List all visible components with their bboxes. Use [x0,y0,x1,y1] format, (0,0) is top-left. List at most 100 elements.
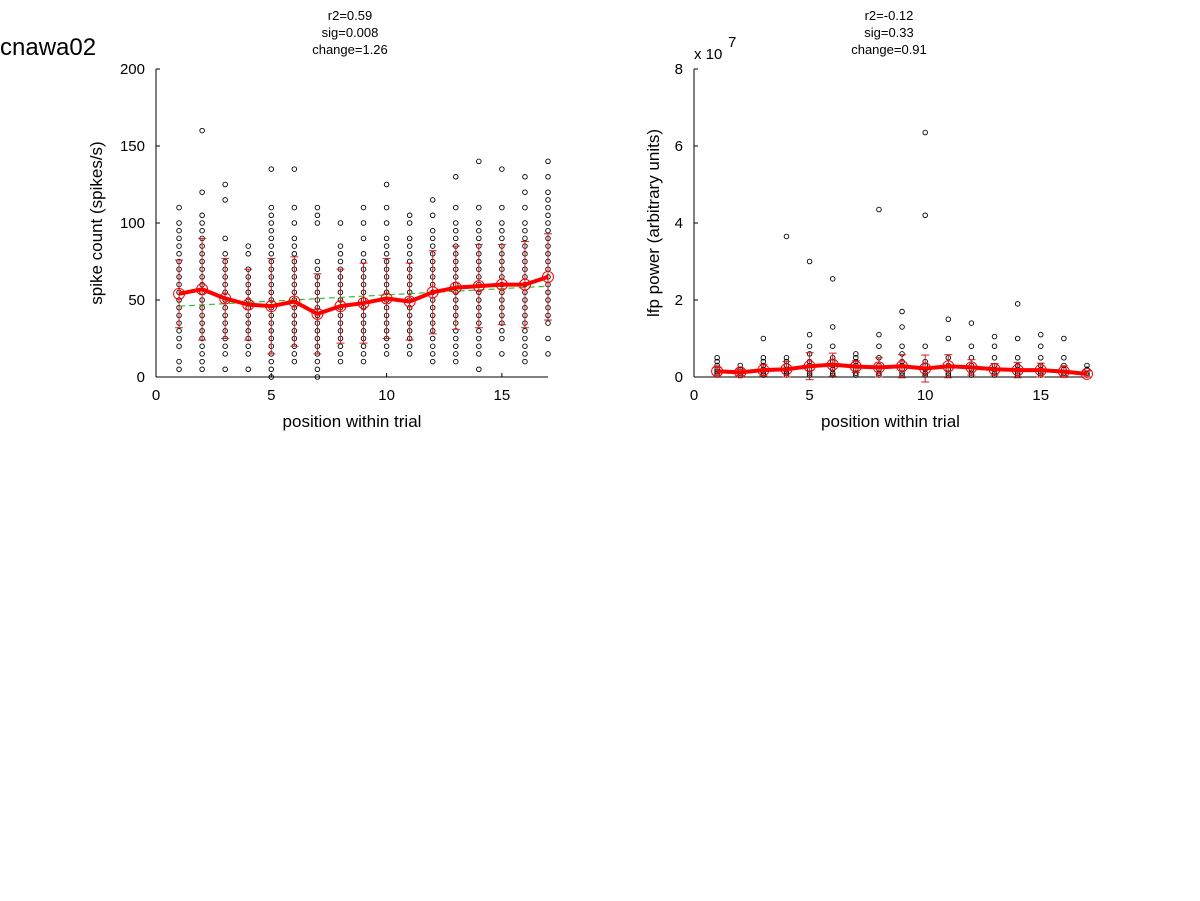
data-point [199,220,205,226]
mean-marker [265,300,278,313]
data-point [453,204,459,211]
data-point [922,129,928,136]
mean-marker [311,307,324,320]
data-point [522,235,528,242]
data-point [199,127,205,134]
data-point [522,174,528,180]
x-tick-label: 0 [690,387,698,404]
data-point [245,243,251,249]
data-point [360,251,367,257]
data-point [806,258,813,265]
mean-marker [1081,367,1093,380]
data-point [222,181,228,188]
mean-marker [896,360,909,373]
data-point [222,251,228,257]
data-point [268,366,275,373]
data-point [499,220,505,226]
data-point [1038,331,1044,338]
data-point [968,343,975,349]
x-tick-label: 5 [267,387,275,404]
x-axis-label: position within trial [821,412,960,431]
data-point [383,181,390,188]
data-point [522,204,528,211]
data-point [499,227,505,234]
stat-line: change=1.26 [312,42,388,57]
data-point [429,351,436,357]
mean-marker [988,363,1001,376]
data-point [268,235,275,242]
data-point [453,220,459,226]
stat-line: sig=0.008 [322,25,379,40]
data-point [453,343,459,349]
mean-marker [1057,365,1070,378]
data-point [406,243,413,249]
data-point [545,351,551,357]
data-point [360,351,367,357]
data-point [291,251,298,257]
data-point [337,258,344,265]
data-point [222,351,228,357]
y-tick-label: 0 [137,369,145,386]
data-point [545,320,551,326]
data-point [453,351,459,357]
data-point [499,235,505,242]
data-point [176,227,182,234]
data-point [360,235,367,242]
data-point [176,243,182,249]
data-point [499,328,505,334]
data-point [945,335,952,342]
data-point [314,366,321,373]
data-point [545,227,551,234]
data-point [783,355,790,361]
data-point [291,358,298,365]
data-point [853,351,859,357]
data-point [291,166,298,172]
data-point [1038,343,1044,349]
mean-marker [757,364,770,377]
data-point [476,204,482,211]
data-point [760,355,767,361]
data-point [876,206,882,213]
data-point [545,158,551,165]
data-point [406,235,413,242]
data-point [268,212,275,219]
data-point [476,220,482,226]
mean-marker [472,280,485,293]
data-point [829,276,836,282]
data-point [476,351,482,357]
y-tick-label: 6 [675,138,683,155]
data-point [222,343,228,349]
data-point [268,374,275,380]
data-point [199,358,205,365]
data-point [268,227,275,234]
lfp-power-chart: r2=-0.12 sig=0.33 change=0.91 0 5 10 15 0 2 4 6 8 po… [644,8,1093,431]
data-point [199,189,205,195]
data-point [360,204,367,211]
data-point [406,220,413,226]
data-point [429,335,436,342]
stat-line: r2=-0.12 [865,8,914,23]
data-point [522,189,528,195]
y-tick-label: 150 [120,138,145,155]
data-point [453,235,459,242]
data-point [545,204,551,211]
data-point [245,251,251,257]
y-tick-label: 100 [120,215,145,232]
data-point [383,235,390,242]
figure-title: cnawa02 [0,34,96,61]
data-point [337,251,344,257]
data-point [222,235,228,242]
data-point [314,358,321,365]
data-point [199,212,205,219]
y-axis-label: spike count (spikes/s) [87,141,106,304]
data-point [176,335,182,342]
data-point [383,243,390,249]
data-point [429,227,436,234]
data-point [991,333,998,340]
data-point [383,251,390,257]
mean-marker [334,300,347,313]
y-multiplier-label: x 10 [694,46,722,63]
mean-marker [542,270,554,283]
data-point [291,243,298,249]
